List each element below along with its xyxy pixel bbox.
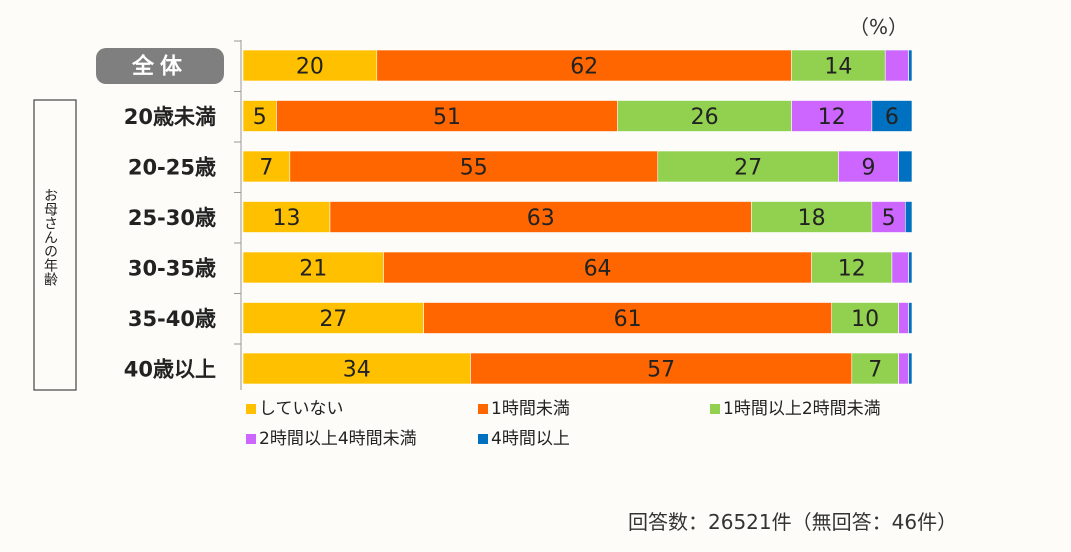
data-label: 7 [868, 358, 882, 383]
bar-segment [884, 49, 909, 82]
legend: していない 1時間未満 1時間以上2時間未満 2時間以上4時間未満 4時間以上 [246, 399, 881, 449]
data-label: 13 [272, 206, 300, 231]
data-label: 51 [433, 105, 461, 130]
category-label: 35-40歳 [128, 307, 216, 331]
bar-segment [242, 49, 378, 82]
bar-segment [908, 49, 913, 82]
data-label: 26 [691, 105, 719, 130]
bar-segment [791, 100, 873, 132]
legend-label: していない [259, 399, 344, 419]
bar-segment [898, 352, 909, 385]
legend-swatch [478, 434, 488, 444]
group-label-box [33, 99, 77, 391]
bar-segment [383, 251, 812, 284]
data-label: 61 [614, 307, 642, 332]
legend-swatch [710, 404, 720, 414]
bar-segment [242, 201, 331, 233]
bar-segment [891, 251, 909, 284]
data-label: 5 [253, 105, 267, 130]
bar-segment [657, 150, 839, 183]
data-label: 55 [460, 156, 488, 181]
data-label: 63 [527, 206, 555, 231]
data-label: 27 [319, 307, 347, 332]
legend-label: 4時間以上 [491, 429, 570, 449]
data-label: 20 [296, 55, 324, 80]
bar-segment [329, 201, 752, 233]
data-label: 12 [818, 105, 846, 130]
bar-segment [470, 352, 853, 385]
group-label: お母さんの年齢 [42, 188, 58, 286]
bar-segment [242, 302, 424, 334]
response-count: 回答数：26521件（無回答：46件） [628, 510, 958, 534]
bar-group: 20 62 14 5 51 26 12 6 7 55 27 9 13 63 18 5 21 64 12 27 61 10 3… [242, 49, 913, 385]
category-label: 40歳以上 [124, 358, 216, 382]
legend-label: 1時間以上2時間未満 [723, 399, 881, 419]
data-label: 18 [798, 206, 826, 231]
bar-segment [871, 201, 906, 233]
legend-label: 2時間以上4時間未満 [259, 429, 417, 449]
legend-swatch [246, 434, 256, 444]
legend-label: 1時間未満 [491, 399, 570, 419]
bar-segment [791, 49, 886, 82]
legend-swatch [478, 404, 488, 414]
bar-segment [811, 251, 893, 284]
category-label: 25-30歳 [128, 206, 216, 230]
data-label: 14 [824, 55, 852, 80]
bar-segment [871, 100, 913, 132]
data-label: 10 [851, 307, 879, 332]
bar-segment [242, 150, 291, 183]
bar-segment [905, 201, 913, 233]
data-label: 9 [862, 156, 876, 181]
legend-swatch [246, 404, 256, 414]
bar-segment [851, 352, 899, 385]
category-label: 30-35歳 [128, 257, 216, 281]
bar-segment [898, 150, 913, 183]
category-labels: 全体 20歳未満 20-25歳 25-30歳 30-35歳 35-40歳 40歳以上 [96, 40, 241, 382]
data-label: 5 [882, 206, 896, 231]
bar-segment [751, 201, 873, 233]
bar-segment [423, 302, 833, 334]
data-label: 34 [343, 358, 371, 383]
bar-segment [898, 302, 909, 334]
bar-segment [908, 251, 913, 284]
bar-segment [242, 352, 471, 385]
data-label: 6 [885, 105, 899, 130]
data-label: 64 [584, 257, 612, 282]
category-label: 20歳未満 [124, 105, 216, 129]
bar-segment [908, 352, 913, 385]
category-label: 20-25歳 [128, 156, 216, 180]
category-label: 全体 [131, 54, 188, 80]
bar-segment [242, 100, 277, 132]
bar-segment [838, 150, 899, 183]
category-label-bg [96, 48, 224, 84]
bar-segment [908, 302, 913, 334]
bar-segment [831, 302, 899, 334]
data-label: 7 [259, 156, 273, 181]
data-label: 21 [299, 257, 327, 282]
bar-segment [617, 100, 792, 132]
data-label: 12 [838, 257, 866, 282]
bar-segment [276, 100, 618, 132]
data-label: 27 [734, 156, 762, 181]
unit-label: （%） [849, 15, 908, 39]
data-label: 62 [570, 55, 598, 80]
data-label: 57 [647, 358, 675, 383]
bar-segment [242, 251, 384, 284]
